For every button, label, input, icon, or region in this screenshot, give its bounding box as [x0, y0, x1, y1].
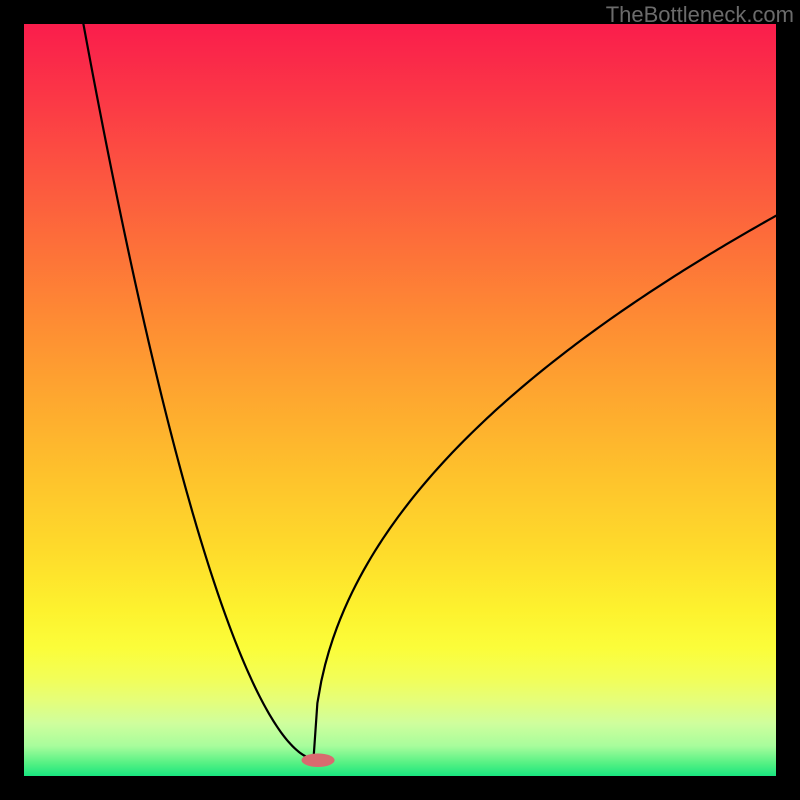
bottleneck-chart	[0, 0, 800, 800]
optimal-marker	[301, 753, 334, 767]
watermark-text: TheBottleneck.com	[606, 2, 794, 28]
chart-container: TheBottleneck.com	[0, 0, 800, 800]
gradient-background	[24, 24, 776, 776]
